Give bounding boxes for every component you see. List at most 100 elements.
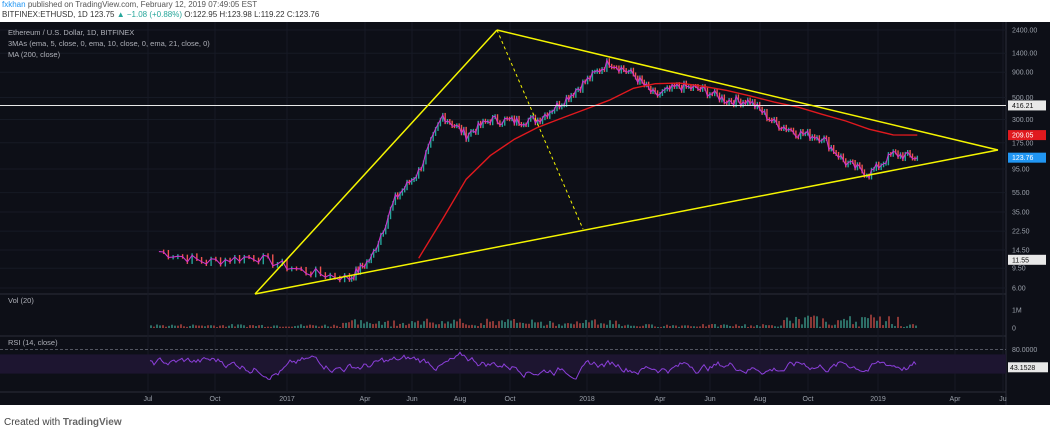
volume-bar	[396, 325, 398, 328]
legend-ema: 3MAs (ema, 5, close, 0, ema, 10, close, …	[8, 39, 210, 48]
volume-bar	[156, 324, 158, 328]
volume-bar	[567, 323, 569, 328]
volume-bar	[312, 325, 314, 328]
volume-bar	[198, 325, 200, 328]
volume-bar	[309, 324, 311, 328]
trendline-descending	[496, 29, 999, 151]
volume-bar	[372, 324, 374, 328]
volume-bar	[906, 326, 908, 328]
time-tick-label: Ju	[999, 396, 1007, 403]
volume-bar	[459, 318, 461, 328]
price-tick-label: 35.00	[1012, 210, 1030, 217]
volume-bar	[189, 325, 191, 328]
rsi-tick-label: 80.0000	[1012, 347, 1037, 354]
volume-bar	[417, 320, 419, 328]
volume-bar	[612, 324, 614, 328]
volume-bar	[873, 317, 875, 328]
volume-bar	[768, 325, 770, 328]
rsi-pane	[0, 349, 1006, 380]
volume-bar	[240, 324, 242, 328]
volume-bar	[534, 322, 536, 328]
time-tick-label: Jun	[406, 396, 417, 403]
volume-bar	[774, 326, 776, 328]
volume-bar	[837, 320, 839, 328]
volume-bar	[675, 325, 677, 328]
volume-bar	[750, 325, 752, 328]
chart-header: fxkhan published on TradingView.com, Feb…	[2, 0, 1048, 22]
volume-bar	[828, 324, 830, 328]
volume-bar	[525, 323, 527, 328]
volume-bar	[411, 321, 413, 328]
volume-bar	[276, 325, 278, 328]
volume-bar	[915, 325, 917, 328]
volume-bar	[510, 320, 512, 328]
volume-bar	[369, 323, 371, 328]
volume-bar	[738, 325, 740, 328]
volume-bar	[702, 324, 704, 328]
volume-bar	[912, 324, 914, 328]
volume-bar	[153, 326, 155, 328]
volume-bar	[573, 324, 575, 328]
volume-bar	[813, 315, 815, 328]
price-tick-label: 95.00	[1012, 167, 1030, 174]
volume-bar	[870, 314, 872, 328]
volume-bar	[882, 325, 884, 328]
volume-bar	[192, 324, 194, 328]
volume-bar	[453, 319, 455, 328]
volume-bar	[633, 325, 635, 328]
volume-bar	[624, 325, 626, 328]
volume-bar	[489, 321, 491, 328]
volume-bar	[258, 325, 260, 328]
ticker-symbol: BITFINEX:ETHUSD, 1D 123.75	[2, 10, 115, 19]
rsi-value-label: 43.1528	[1010, 365, 1035, 372]
volume-bar	[456, 321, 458, 328]
volume-bar	[717, 326, 719, 328]
price-tick-label: 9.50	[1012, 266, 1026, 273]
volume-bar	[852, 324, 854, 328]
volume-bar	[630, 325, 632, 328]
price-tick-label: 1400.00	[1012, 51, 1037, 58]
volume-bar	[381, 324, 383, 328]
volume-bar	[651, 324, 653, 328]
volume-bar	[162, 325, 164, 328]
volume-bar	[576, 321, 578, 328]
volume-bar	[288, 326, 290, 328]
volume-bar	[165, 326, 167, 328]
volume-bar	[300, 324, 302, 328]
volume-bar	[486, 318, 488, 328]
price-chart[interactable]: 2400.00 1400.00 900.00 500.00 300.00 175.00 95…	[0, 22, 1050, 416]
volume-bar	[522, 322, 524, 328]
volume-bar	[471, 324, 473, 328]
author-link[interactable]: fxkhan	[2, 0, 26, 9]
volume-bar	[408, 323, 410, 328]
ticker-change: ▲ −1.08 (+0.88%)	[116, 10, 183, 19]
volume-bar	[897, 316, 899, 328]
rsi-line	[149, 351, 917, 380]
time-tick-label: Aug	[754, 396, 767, 403]
volume-label: Vol (20)	[8, 296, 34, 305]
volume-bar	[723, 324, 725, 328]
volume-bar	[606, 324, 608, 328]
created-with-text: Created with	[4, 417, 61, 428]
volume-bar	[876, 320, 878, 328]
volume-bar	[792, 323, 794, 328]
volume-bar	[207, 325, 209, 328]
volume-bar	[705, 326, 707, 328]
volume-bars	[150, 314, 917, 328]
volume-bar	[891, 324, 893, 328]
volume-bar	[648, 324, 650, 328]
time-tick-label: Apr	[950, 396, 962, 403]
volume-bar	[261, 324, 263, 328]
volume-bar	[639, 326, 641, 328]
tradingview-brand[interactable]: TradingView	[62, 417, 122, 428]
publish-text: published on TradingView.com, February 1…	[27, 0, 258, 9]
volume-bar	[909, 324, 911, 328]
volume-bar	[654, 326, 656, 328]
volume-tick-label: 0	[1012, 326, 1016, 333]
volume-bar	[513, 319, 515, 328]
volume-bar	[339, 326, 341, 328]
price-tick-label: 6.00	[1012, 286, 1026, 293]
volume-bar	[477, 326, 479, 328]
volume-bar	[894, 326, 896, 328]
price-tick-label: 14.50	[1012, 248, 1030, 255]
